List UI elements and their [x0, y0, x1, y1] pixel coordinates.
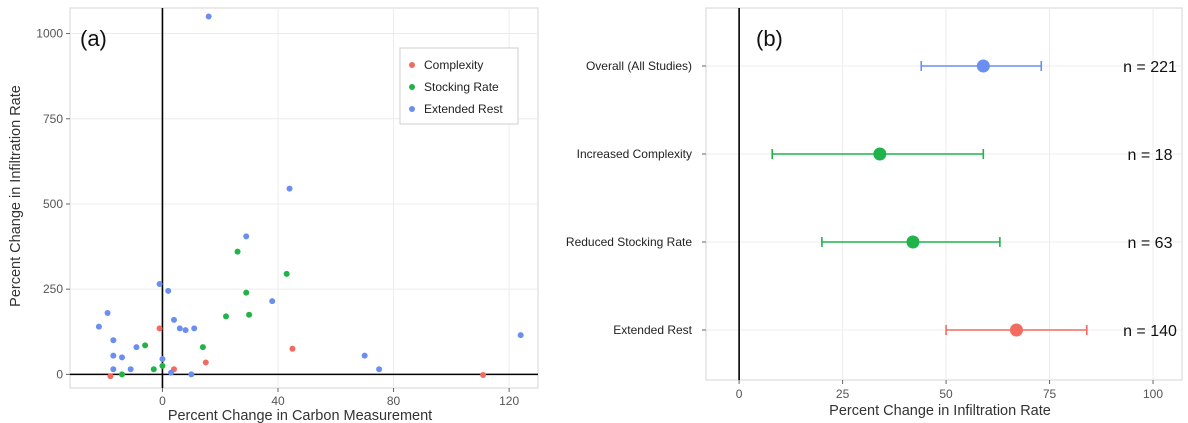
row-reduced-stocking-rate: Reduced Stocking Rate n = 63: [566, 235, 1173, 252]
point-extended-rest: [243, 233, 250, 240]
estimate-point: [1009, 323, 1023, 337]
panel-b-label: (b): [756, 26, 783, 51]
panel-a-x-tick-label: 120: [499, 394, 519, 408]
sample-size-label: n = 221: [1123, 59, 1177, 76]
panel-a-y-axis-title: Percent Change in Infiltration Rate: [8, 85, 24, 307]
panel-a-label: (a): [80, 26, 107, 51]
legend-marker-stocking-rate: [409, 84, 415, 90]
point-extended-rest: [127, 366, 134, 373]
row-label: Reduced Stocking Rate: [566, 235, 692, 249]
sample-size-label: n = 140: [1123, 323, 1177, 340]
point-complexity: [107, 373, 114, 380]
estimate-point: [873, 147, 887, 161]
estimate-point: [906, 235, 920, 249]
point-extended-rest: [171, 316, 177, 323]
panel-a-x-tick-label: 0: [159, 394, 166, 408]
point-complexity: [480, 372, 487, 379]
point-extended-rest: [165, 287, 172, 294]
estimate-point: [976, 59, 990, 73]
panel-b: Overall (All Studies) n = 221 Increased Co…: [566, 7, 1183, 419]
legend-label-extended-rest: Extended Rest: [424, 102, 503, 116]
point-extended-rest: [168, 369, 175, 376]
panel-a-y-ticks: 0 250 500 750 1000: [36, 27, 70, 381]
point-extended-rest: [119, 354, 125, 361]
point-extended-rest: [286, 185, 293, 192]
point-complexity: [289, 345, 296, 352]
point-extended-rest: [361, 352, 368, 359]
point-extended-rest: [110, 352, 117, 359]
point-extended-rest: [104, 310, 111, 317]
point-extended-rest: [110, 366, 117, 373]
point-extended-rest: [517, 332, 524, 339]
panel-a-zero-lines: [70, 8, 538, 388]
point-stocking-rate: [243, 289, 250, 296]
point-stocking-rate: [142, 342, 149, 349]
panel-b-rows: Overall (All Studies) n = 221 Increased Co…: [566, 59, 1177, 340]
panel-b-x-tick-label: 50: [939, 387, 953, 401]
row-label: Overall (All Studies): [586, 59, 692, 73]
panel-a-x-tick-label: 80: [387, 394, 401, 408]
panel-b-x-tick-label: 100: [1143, 387, 1163, 401]
panel-b-x-tick-label: 25: [836, 387, 850, 401]
legend-marker-extended-rest: [409, 106, 415, 112]
panel-b-x-axis-title: Percent Change in Infiltration Rate: [829, 403, 1051, 419]
point-stocking-rate: [223, 313, 229, 320]
sample-size-label: n = 18: [1128, 147, 1173, 164]
panel-a-y-tick-label: 0: [56, 367, 63, 381]
panel-a-x-axis-title: Percent Change in Carbon Measurement: [168, 408, 432, 423]
row-overall-all-studies: Overall (All Studies) n = 221: [586, 59, 1177, 76]
panel-a-y-tick-label: 250: [43, 282, 63, 296]
panel-a-legend-box: [399, 47, 519, 125]
point-extended-rest: [188, 371, 195, 378]
point-stocking-rate: [283, 270, 290, 277]
point-extended-rest: [182, 327, 189, 334]
legend-marker-complexity: [409, 62, 415, 68]
panel-a: 0 40 80 120 0 250 500 750 1000 (a) Percent Chan…: [8, 7, 539, 423]
point-stocking-rate: [234, 248, 241, 255]
point-complexity: [202, 359, 209, 366]
panel-b-x-ticks: 0 25 50 75 100: [736, 380, 1163, 401]
row-increased-complexity: Increased Complexity n = 18: [577, 147, 1173, 164]
panel-b-x-tick-label: 0: [736, 387, 743, 401]
point-extended-rest: [191, 325, 198, 332]
legend-label-complexity: Complexity: [424, 58, 483, 72]
point-stocking-rate: [246, 311, 253, 318]
point-stocking-rate: [150, 366, 157, 373]
point-stocking-rate: [199, 344, 206, 351]
point-extended-rest: [269, 298, 276, 305]
point-stocking-rate: [119, 371, 125, 378]
panel-a-legend: Complexity Stocking Rate Extended Rest: [399, 47, 519, 125]
point-stocking-rate: [159, 362, 166, 369]
point-complexity: [156, 325, 163, 332]
panel-b-plot-area: [705, 7, 1183, 381]
point-extended-rest: [176, 325, 183, 332]
point-extended-rest: [156, 281, 163, 288]
row-label: Increased Complexity: [577, 147, 692, 161]
row-label: Extended Rest: [613, 323, 692, 337]
point-extended-rest: [110, 337, 117, 344]
panel-a-y-tick-label: 750: [43, 112, 63, 126]
panel-a-points: [95, 13, 524, 380]
point-extended-rest: [205, 13, 212, 20]
panel-b-x-tick-label: 75: [1043, 387, 1057, 401]
row-extended-rest: Extended Rest n = 140: [613, 323, 1177, 340]
legend-label-stocking-rate: Stocking Rate: [424, 80, 499, 94]
point-extended-rest: [159, 356, 166, 363]
panel-a-y-tick-label: 500: [43, 197, 63, 211]
point-extended-rest: [95, 323, 102, 330]
sample-size-label: n = 63: [1128, 235, 1173, 252]
panel-a-y-tick-label: 1000: [36, 27, 63, 41]
panel-a-x-tick-label: 40: [271, 394, 285, 408]
point-extended-rest: [133, 344, 140, 351]
point-extended-rest: [376, 366, 383, 373]
panel-a-x-ticks: 0 40 80 120: [159, 388, 519, 408]
